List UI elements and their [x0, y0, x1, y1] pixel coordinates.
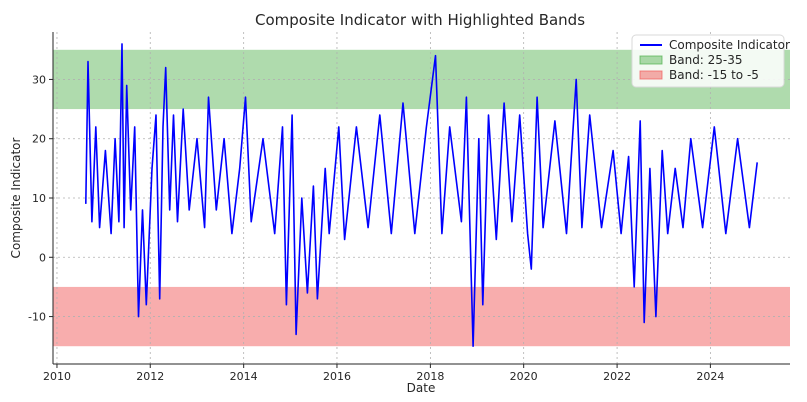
y-tick-label: 0 — [39, 251, 46, 264]
x-tick-label: 2014 — [230, 370, 258, 383]
series-line-1 — [85, 43, 758, 347]
legend-box — [631, 34, 785, 88]
x-tick-label: 2024 — [696, 370, 724, 383]
y-axis-label: Composite Indicator — [9, 137, 23, 258]
series-layer — [85, 43, 758, 347]
legend-label-series: Composite Indicator — [669, 38, 790, 52]
axes-layer: -10 0 10 20 30 2010 2012 2014 2016 2018 2020 2022 20… — [28, 32, 790, 383]
y-tick-label: 10 — [32, 192, 46, 205]
legend: Composite Indicator Band: 25-35 Band: -1… — [631, 34, 790, 88]
legend-swatch-band-2 — [639, 70, 663, 80]
legend-label-band-1: Band: 25-35 — [669, 53, 743, 67]
x-tick-label: 2010 — [43, 370, 71, 383]
y-tick-label: 20 — [32, 133, 46, 146]
legend-swatch-band-1 — [639, 55, 663, 65]
x-axis-label: Date — [407, 381, 436, 395]
x-tick-label: 2020 — [510, 370, 538, 383]
y-tick-label: -10 — [28, 311, 46, 324]
x-tick-label: 2016 — [323, 370, 351, 383]
chart-title: Composite Indicator with Highlighted Ban… — [255, 11, 585, 29]
x-tick-label: 2018 — [416, 370, 444, 383]
x-tick-label: 2022 — [603, 370, 631, 383]
band-2 — [53, 286, 790, 347]
legend-label-band-2: Band: -15 to -5 — [669, 68, 759, 82]
y-tick-label: 30 — [32, 73, 46, 86]
x-tick-label: 2012 — [136, 370, 164, 383]
